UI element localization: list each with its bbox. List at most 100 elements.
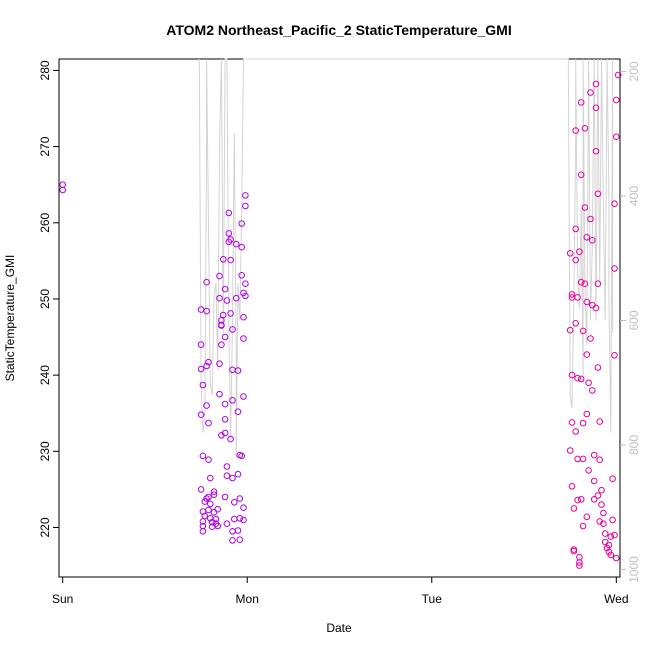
data-point xyxy=(229,326,236,333)
data-point xyxy=(601,538,609,546)
data-point xyxy=(219,256,227,263)
data-point xyxy=(566,447,574,454)
data-point xyxy=(223,463,231,470)
data-point xyxy=(221,429,229,437)
data-point xyxy=(572,320,580,327)
data-point xyxy=(587,89,594,96)
data-point xyxy=(236,536,244,544)
data-point xyxy=(221,333,229,341)
data-point xyxy=(240,313,247,321)
data-point xyxy=(600,520,607,528)
data-point xyxy=(216,272,223,280)
data-point xyxy=(581,204,589,211)
x-axis-label: Date xyxy=(326,621,352,635)
data-point xyxy=(596,418,604,425)
data-point xyxy=(590,496,598,503)
data-point xyxy=(232,294,240,302)
data-point xyxy=(242,192,249,199)
data-point xyxy=(199,381,207,389)
data-point xyxy=(583,351,591,358)
data-point xyxy=(581,280,589,288)
data-point xyxy=(207,474,214,482)
data-point xyxy=(240,516,247,524)
data-point xyxy=(231,515,238,523)
data-point xyxy=(221,493,229,501)
data-point xyxy=(197,411,205,419)
data-point xyxy=(216,390,223,398)
data-point xyxy=(577,496,585,503)
data-point xyxy=(205,358,212,366)
data-point xyxy=(234,470,242,478)
data-point xyxy=(587,335,594,342)
data-point xyxy=(568,419,576,426)
data-point xyxy=(579,327,587,335)
data-point xyxy=(572,127,580,134)
data-point xyxy=(203,278,210,286)
y-tick-label: 250 xyxy=(38,289,52,309)
data-point xyxy=(598,501,605,508)
data-point xyxy=(579,522,587,530)
y-tick-label: 260 xyxy=(38,212,52,232)
data-point xyxy=(574,496,581,504)
y2-tick-label: 800 xyxy=(627,435,641,455)
data-point xyxy=(577,375,585,383)
data-point xyxy=(590,451,598,459)
data-point xyxy=(579,455,587,463)
data-point xyxy=(574,455,581,463)
data-point xyxy=(576,562,583,569)
data-point xyxy=(572,428,580,435)
data-point xyxy=(231,499,238,506)
data-point xyxy=(594,492,602,499)
data-point xyxy=(585,467,592,474)
data-point xyxy=(238,220,245,227)
data-point xyxy=(197,341,205,349)
data-point xyxy=(59,181,67,188)
data-point xyxy=(613,96,620,104)
data-point xyxy=(221,400,229,408)
data-point xyxy=(613,133,620,140)
data-point xyxy=(568,371,576,379)
data-point xyxy=(594,280,602,288)
data-point xyxy=(583,410,591,418)
data-point xyxy=(223,472,231,480)
y-tick-label: 220 xyxy=(38,517,52,537)
data-point xyxy=(566,250,574,257)
data-point xyxy=(589,237,596,244)
data-point xyxy=(598,486,605,494)
data-point xyxy=(568,291,576,298)
data-point xyxy=(236,515,244,522)
data-point xyxy=(214,522,221,530)
data-point xyxy=(574,294,581,301)
data-point xyxy=(600,509,607,517)
data-point xyxy=(229,537,236,544)
data-point xyxy=(613,554,620,562)
data-point xyxy=(216,294,223,302)
y2-tick-label: 600 xyxy=(627,310,641,330)
data-point xyxy=(240,393,247,400)
data-point xyxy=(238,272,245,279)
data-point xyxy=(594,190,602,198)
data-point xyxy=(572,225,580,233)
data-point xyxy=(203,402,210,409)
y-tick-label: 280 xyxy=(38,60,52,80)
data-point xyxy=(238,452,245,460)
data-point xyxy=(579,419,587,427)
data-point xyxy=(210,509,218,516)
data-point xyxy=(225,209,233,217)
axes: 220 230 240 250 260 270 280 200 400 600 800 1000 Sun… xyxy=(38,60,641,606)
data-point xyxy=(205,419,212,427)
data-point xyxy=(234,527,242,534)
data-point xyxy=(242,280,249,288)
data-point xyxy=(607,551,615,559)
y-tick-label: 230 xyxy=(38,441,52,461)
data-point xyxy=(212,515,220,523)
data-point xyxy=(218,322,225,329)
data-point xyxy=(199,528,207,535)
data-point xyxy=(594,364,602,371)
data-point xyxy=(199,518,207,525)
data-point xyxy=(570,505,578,512)
y-tick-label: 240 xyxy=(38,365,52,385)
data-point xyxy=(583,298,591,306)
data-point xyxy=(219,311,227,319)
